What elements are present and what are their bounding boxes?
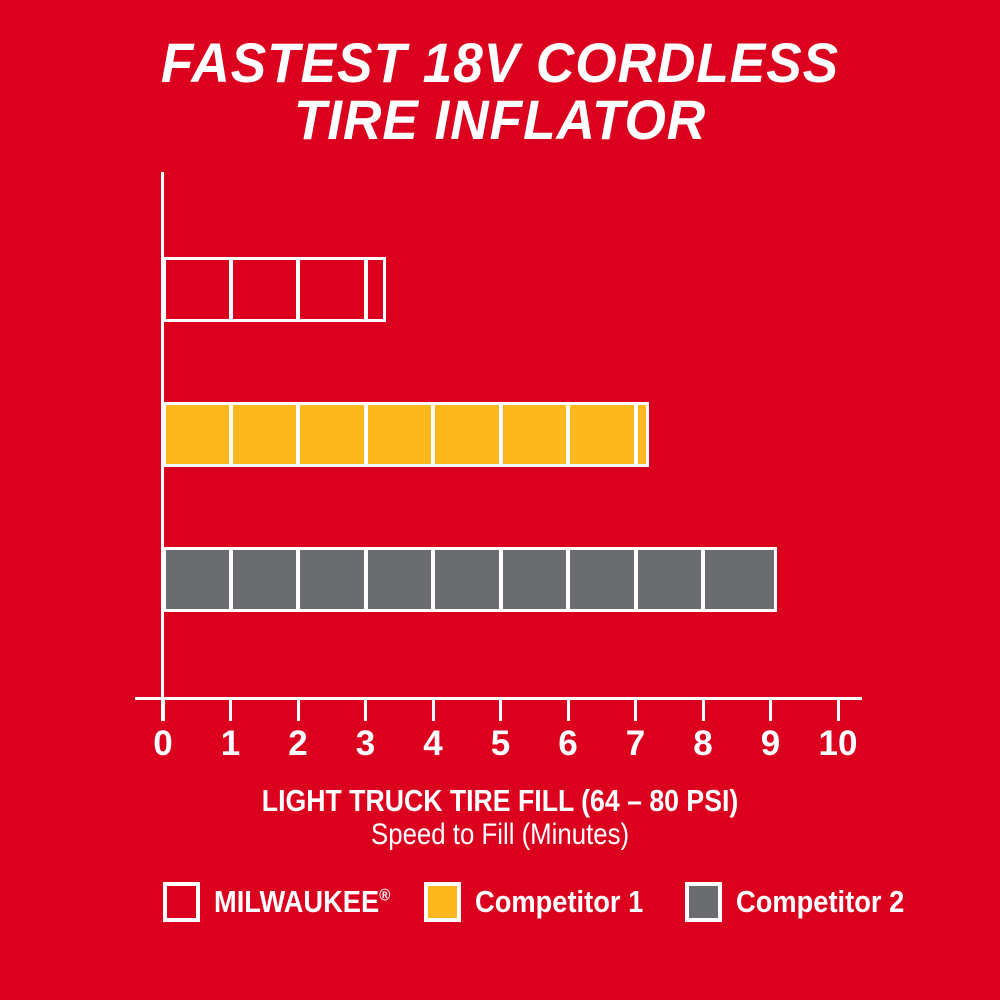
x-tick-label-0: 0 [153,724,173,763]
x-tick-7 [634,700,637,721]
x-tick-label-1: 1 [220,724,241,763]
x-axis-line [135,697,862,700]
x-tick-5 [499,700,502,721]
legend-label-competitor-1: Competitor 1 [475,884,644,919]
x-tick-label-4: 4 [423,724,443,763]
legend: MILWAUKEE® Competitor 1 Competitor 2 [163,882,946,922]
title-line-1: FASTEST 18V CORDLESS [160,31,840,94]
x-tick-label-8: 8 [693,724,713,763]
segment-divider [566,405,570,464]
bar-competitor-2 [163,547,777,612]
legend-item-competitor-1: Competitor 1 [424,882,685,922]
segment-divider [498,550,503,609]
y-axis-line [161,172,164,721]
x-axis-title: LIGHT TRUCK TIRE FILL (64 – 80 PSI) [0,783,1000,819]
x-tick-6 [566,700,570,721]
legend-label-milwaukee: MILWAUKEE® [214,884,391,919]
x-axis-title-text: LIGHT TRUCK TIRE FILL (64 – 80 PSI) [261,783,739,818]
competitor-1-swatch [424,882,461,922]
segment-divider [431,405,435,464]
competitor-2-swatch [685,882,722,922]
x-axis-subtitle-text: Speed to Fill (Minutes) [370,818,630,851]
poster-title: FASTEST 18V CORDLESS TIRE INFLATOR [0,34,1000,148]
segment-divider [363,405,368,464]
x-tick-2 [296,700,300,721]
x-tick-0 [161,700,165,721]
x-tick-10 [836,700,840,721]
segment-divider [701,550,705,609]
registered-trademark-mark: ® [379,885,391,905]
segment-divider [633,550,638,609]
segment-divider [431,550,435,609]
segment-divider [296,550,300,609]
segment-divider [498,405,503,464]
segment-divider [296,260,300,319]
x-tick-label-10: 10 [818,724,858,763]
bar-milwaukee [163,257,386,322]
segment-divider [633,405,638,464]
x-tick-3 [364,700,367,721]
legend-item-competitor-2: Competitor 2 [685,882,946,922]
segment-divider [566,550,570,609]
segment-divider [296,405,300,464]
x-tick-4 [431,700,435,721]
x-tick-label-6: 6 [558,724,578,763]
segment-divider [228,260,233,319]
x-tick-label-2: 2 [288,724,308,763]
segment-divider [363,550,368,609]
milwaukee-swatch [163,882,200,922]
x-tick-label-5: 5 [490,724,511,763]
segment-divider [228,405,233,464]
x-tick-8 [701,700,705,721]
x-axis-subtitle: Speed to Fill (Minutes) [0,818,1000,852]
legend-item-milwaukee: MILWAUKEE® [163,882,424,922]
x-tick-1 [229,700,232,721]
segment-divider [363,260,368,319]
bar-competitor-1 [163,402,649,467]
segment-divider [228,550,233,609]
x-tick-label-9: 9 [760,724,781,763]
x-tick-9 [769,700,772,721]
legend-label-competitor-2: Competitor 2 [736,884,905,919]
x-tick-label-3: 3 [355,724,376,763]
title-line-2: TIRE INFLATOR [293,88,707,151]
x-tick-label-7: 7 [625,724,646,763]
